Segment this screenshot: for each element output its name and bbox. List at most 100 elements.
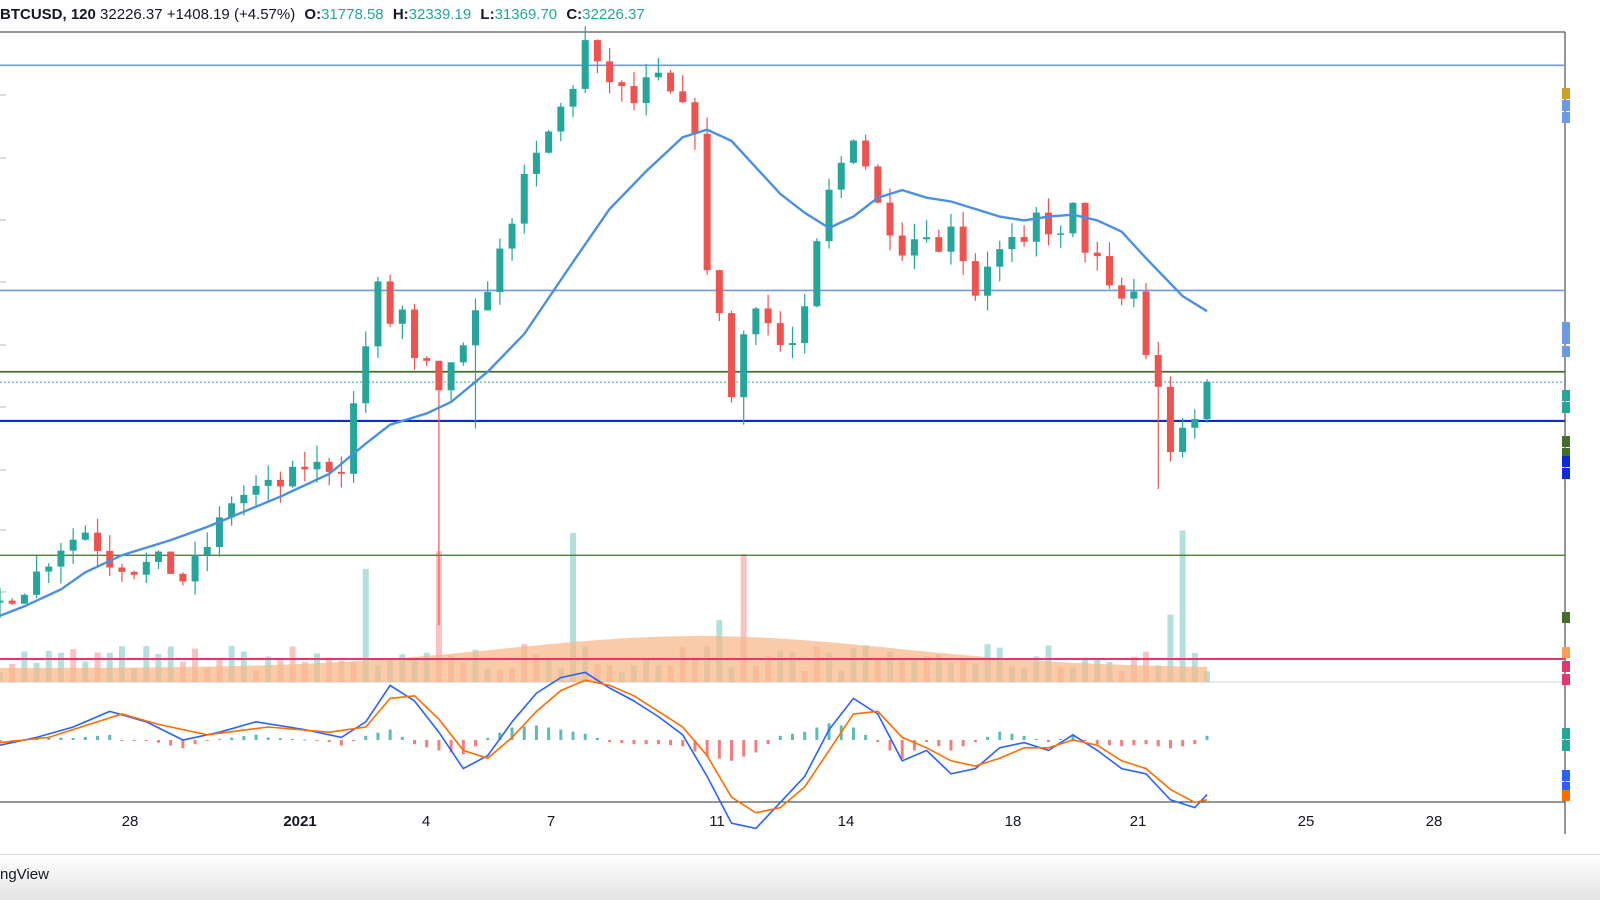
candle-body: [142, 561, 150, 575]
candle-body: [1020, 237, 1028, 242]
candle-body: [130, 571, 138, 575]
candle-body: [947, 226, 955, 252]
candle-body: [545, 131, 553, 153]
macd-histogram-bar: [534, 725, 538, 740]
candle-body: [996, 249, 1004, 267]
volume-bar: [570, 532, 577, 682]
candle-body: [191, 554, 199, 582]
candle-body: [581, 40, 589, 89]
macd-histogram-bar: [961, 740, 965, 747]
interval[interactable]: 120: [70, 6, 96, 23]
time-axis-label: 25: [1298, 813, 1315, 830]
macd-histogram-bar: [742, 740, 746, 757]
candle-body: [679, 91, 687, 103]
macd-histogram-bar: [1034, 738, 1038, 740]
macd-histogram-bar: [656, 740, 660, 745]
candle-body: [752, 308, 760, 335]
candle-body: [0, 600, 4, 603]
volume-bar: [1179, 530, 1186, 682]
candle-body: [630, 85, 638, 104]
candlestick-series: [0, 26, 1211, 626]
candle-body: [971, 261, 979, 296]
time-axis-label: 28: [1426, 813, 1443, 830]
macd-histogram-bar: [181, 740, 185, 749]
candle-body: [532, 152, 540, 174]
price-scale-marker: [1562, 740, 1570, 751]
macd-histogram-bar: [193, 740, 197, 745]
macd-histogram-bar: [169, 740, 173, 746]
macd-histogram-bar: [644, 740, 648, 745]
symbol-legend: BTCUSD, 120 32226.37 +1408.19 (+4.57%) O…: [0, 6, 645, 23]
macd-histogram-bar: [59, 737, 63, 740]
candle-body: [740, 334, 748, 398]
volume-bar: [1167, 614, 1174, 682]
macd-histogram-bar: [900, 740, 904, 759]
candle-body: [45, 566, 53, 572]
price-scale-marker: [1562, 661, 1570, 672]
candle-body: [910, 239, 918, 256]
macd-histogram-bar: [205, 740, 209, 741]
time-axis-label: 28: [122, 813, 139, 830]
candle-body: [508, 223, 516, 249]
candle-body: [215, 517, 223, 547]
candle-body: [459, 345, 467, 363]
price-scale-markers[interactable]: [1562, 88, 1570, 801]
candle-body: [813, 241, 821, 307]
volume-bar: [143, 646, 150, 682]
candle-body: [337, 471, 345, 474]
candle-body: [81, 532, 89, 540]
horizontal-levels[interactable]: [0, 64, 1565, 556]
macd-histogram-bar: [352, 740, 356, 741]
high-value: 32339.19: [408, 6, 472, 23]
candle-body: [228, 503, 236, 518]
price-change: +1408.19 (+4.57%): [166, 6, 296, 23]
macd-histogram-bar: [437, 740, 441, 751]
macd-histogram-bar: [888, 740, 892, 751]
price-scale-marker: [1562, 468, 1570, 479]
close-label: C:: [566, 6, 583, 23]
macd-histogram-bar: [242, 736, 246, 740]
candle-body: [728, 313, 736, 398]
candle-body: [593, 40, 601, 62]
macd-histogram-bar: [1022, 735, 1026, 740]
time-axis[interactable]: 28 2021 4 7 11 14 18 21 25 28: [122, 813, 1443, 830]
candle-body: [411, 309, 419, 359]
candle-body: [1008, 237, 1016, 250]
macd-histogram-bar: [120, 740, 124, 741]
macd-histogram-bar: [559, 729, 563, 740]
candle-body: [94, 532, 102, 551]
macd-histogram-bar: [510, 727, 514, 740]
candle-body: [703, 133, 711, 271]
candle-body: [923, 237, 931, 240]
macd-histogram-bar: [705, 740, 709, 757]
candle-body: [496, 248, 504, 292]
time-axis-label: 21: [1130, 813, 1147, 830]
moving-average-line: [0, 128, 1208, 617]
candle-body: [203, 546, 211, 555]
candle-body: [862, 140, 870, 167]
price-scale-marker: [1562, 448, 1570, 459]
macd-histogram-bar: [425, 740, 429, 748]
time-axis-label: 4: [422, 813, 430, 830]
macd-histogram-bar: [681, 740, 685, 747]
chart-grid: [0, 31, 1600, 856]
candle-body: [715, 270, 723, 314]
candle-body: [118, 567, 126, 572]
macd-histogram-bar: [815, 727, 819, 740]
candle-body: [1118, 285, 1126, 299]
symbol-name[interactable]: BTCUSD: [0, 6, 63, 23]
price-scale-marker: [1562, 333, 1570, 344]
macd-histogram-bar: [766, 740, 770, 745]
candle-body: [776, 323, 784, 346]
candle-body: [374, 281, 382, 347]
low-label: L:: [480, 6, 495, 23]
macd-histogram-bar: [291, 738, 295, 740]
candle-body: [801, 306, 809, 344]
price-scale-marker: [1562, 674, 1570, 685]
candle-body: [1166, 386, 1174, 453]
macd-pane: [0, 671, 1209, 830]
price-scale-marker: [1562, 770, 1570, 781]
macd-histogram-bar: [851, 727, 855, 740]
candle-body: [1057, 233, 1065, 235]
